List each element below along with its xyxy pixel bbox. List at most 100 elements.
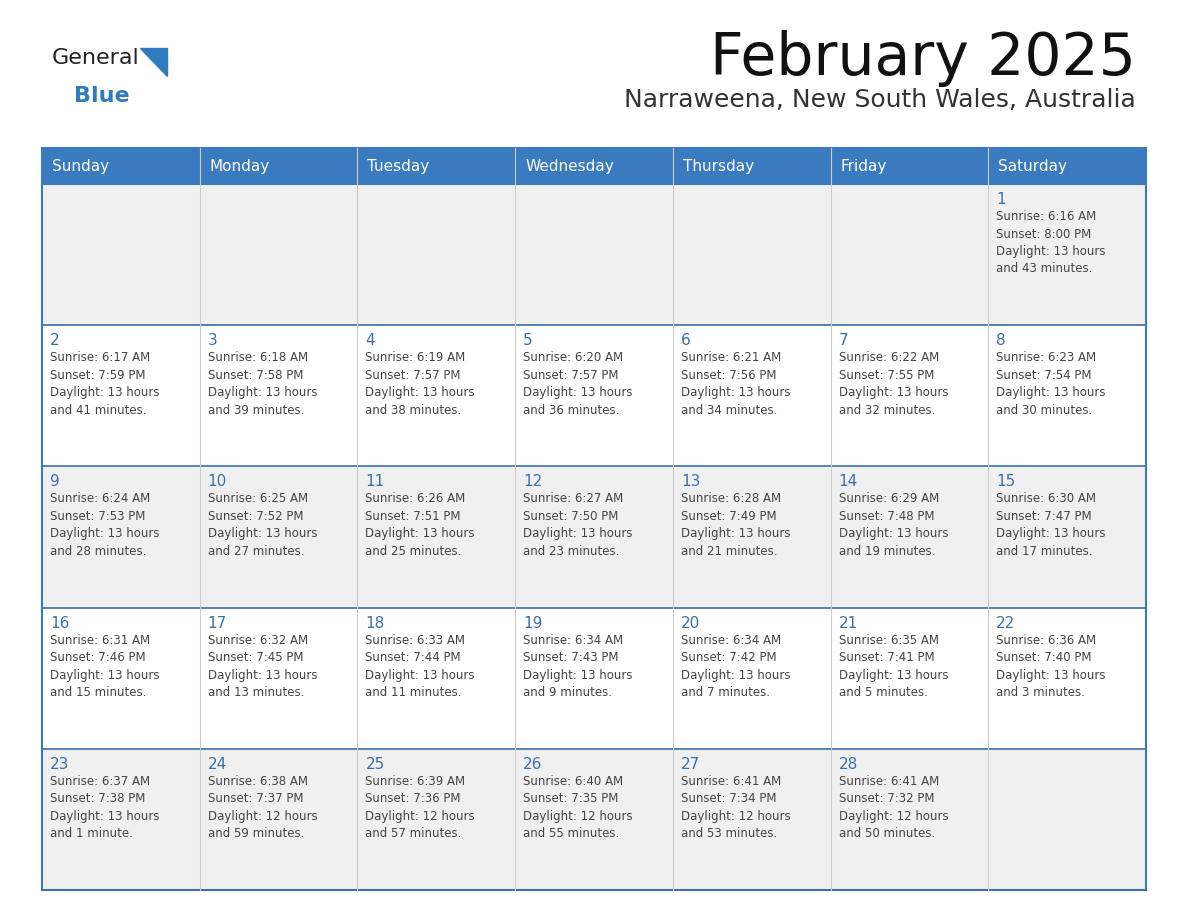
Bar — [358, 148, 516, 184]
Text: 11: 11 — [366, 475, 385, 489]
Text: Sunrise: 6:24 AM
Sunset: 7:53 PM
Daylight: 13 hours
and 28 minutes.: Sunrise: 6:24 AM Sunset: 7:53 PM Dayligh… — [50, 492, 159, 558]
Bar — [830, 749, 988, 890]
Text: 5: 5 — [523, 333, 532, 348]
Text: Sunrise: 6:32 AM
Sunset: 7:45 PM
Daylight: 13 hours
and 13 minutes.: Sunrise: 6:32 AM Sunset: 7:45 PM Dayligh… — [208, 633, 317, 700]
Text: 10: 10 — [208, 475, 227, 489]
Bar — [358, 466, 516, 608]
Text: Sunrise: 6:41 AM
Sunset: 7:32 PM
Daylight: 12 hours
and 50 minutes.: Sunrise: 6:41 AM Sunset: 7:32 PM Dayligh… — [839, 775, 948, 840]
Text: Sunrise: 6:40 AM
Sunset: 7:35 PM
Daylight: 12 hours
and 55 minutes.: Sunrise: 6:40 AM Sunset: 7:35 PM Dayligh… — [523, 775, 633, 840]
Bar — [672, 325, 830, 466]
Bar — [672, 749, 830, 890]
Text: Sunrise: 6:35 AM
Sunset: 7:41 PM
Daylight: 13 hours
and 5 minutes.: Sunrise: 6:35 AM Sunset: 7:41 PM Dayligh… — [839, 633, 948, 700]
Text: Sunrise: 6:27 AM
Sunset: 7:50 PM
Daylight: 13 hours
and 23 minutes.: Sunrise: 6:27 AM Sunset: 7:50 PM Dayligh… — [523, 492, 633, 558]
Text: Sunrise: 6:34 AM
Sunset: 7:42 PM
Daylight: 13 hours
and 7 minutes.: Sunrise: 6:34 AM Sunset: 7:42 PM Dayligh… — [681, 633, 790, 700]
Bar — [516, 148, 672, 184]
Text: 4: 4 — [366, 333, 375, 348]
Text: 19: 19 — [523, 616, 543, 631]
Bar — [516, 749, 672, 890]
Text: 16: 16 — [50, 616, 69, 631]
Text: Sunrise: 6:31 AM
Sunset: 7:46 PM
Daylight: 13 hours
and 15 minutes.: Sunrise: 6:31 AM Sunset: 7:46 PM Dayligh… — [50, 633, 159, 700]
Text: Sunrise: 6:19 AM
Sunset: 7:57 PM
Daylight: 13 hours
and 38 minutes.: Sunrise: 6:19 AM Sunset: 7:57 PM Dayligh… — [366, 352, 475, 417]
Bar — [988, 749, 1146, 890]
Text: Sunrise: 6:17 AM
Sunset: 7:59 PM
Daylight: 13 hours
and 41 minutes.: Sunrise: 6:17 AM Sunset: 7:59 PM Dayligh… — [50, 352, 159, 417]
Bar — [200, 466, 358, 608]
Text: 6: 6 — [681, 333, 690, 348]
Bar — [200, 184, 358, 325]
Text: Sunrise: 6:28 AM
Sunset: 7:49 PM
Daylight: 13 hours
and 21 minutes.: Sunrise: 6:28 AM Sunset: 7:49 PM Dayligh… — [681, 492, 790, 558]
Text: 20: 20 — [681, 616, 700, 631]
Bar — [358, 749, 516, 890]
Text: February 2025: February 2025 — [710, 30, 1136, 87]
Text: 25: 25 — [366, 756, 385, 772]
Bar — [830, 184, 988, 325]
Text: Sunrise: 6:18 AM
Sunset: 7:58 PM
Daylight: 13 hours
and 39 minutes.: Sunrise: 6:18 AM Sunset: 7:58 PM Dayligh… — [208, 352, 317, 417]
Text: 17: 17 — [208, 616, 227, 631]
Text: Sunrise: 6:29 AM
Sunset: 7:48 PM
Daylight: 13 hours
and 19 minutes.: Sunrise: 6:29 AM Sunset: 7:48 PM Dayligh… — [839, 492, 948, 558]
Text: Sunrise: 6:26 AM
Sunset: 7:51 PM
Daylight: 13 hours
and 25 minutes.: Sunrise: 6:26 AM Sunset: 7:51 PM Dayligh… — [366, 492, 475, 558]
Bar — [672, 608, 830, 749]
Bar — [988, 608, 1146, 749]
Bar — [830, 325, 988, 466]
Bar — [830, 466, 988, 608]
Bar — [830, 608, 988, 749]
Text: 13: 13 — [681, 475, 700, 489]
Text: Monday: Monday — [210, 159, 270, 174]
Text: Friday: Friday — [841, 159, 887, 174]
Text: General: General — [52, 48, 140, 68]
Text: Sunrise: 6:25 AM
Sunset: 7:52 PM
Daylight: 13 hours
and 27 minutes.: Sunrise: 6:25 AM Sunset: 7:52 PM Dayligh… — [208, 492, 317, 558]
Text: 24: 24 — [208, 756, 227, 772]
Text: Sunrise: 6:23 AM
Sunset: 7:54 PM
Daylight: 13 hours
and 30 minutes.: Sunrise: 6:23 AM Sunset: 7:54 PM Dayligh… — [997, 352, 1106, 417]
Text: Sunrise: 6:36 AM
Sunset: 7:40 PM
Daylight: 13 hours
and 3 minutes.: Sunrise: 6:36 AM Sunset: 7:40 PM Dayligh… — [997, 633, 1106, 700]
Bar — [42, 184, 200, 325]
Text: Sunday: Sunday — [52, 159, 109, 174]
Text: Tuesday: Tuesday — [367, 159, 430, 174]
Bar — [200, 749, 358, 890]
Bar — [672, 466, 830, 608]
Bar — [988, 184, 1146, 325]
Bar — [830, 148, 988, 184]
Bar — [988, 466, 1146, 608]
Text: Narraweena, New South Wales, Australia: Narraweena, New South Wales, Australia — [624, 88, 1136, 112]
Bar — [42, 148, 200, 184]
Text: 2: 2 — [50, 333, 59, 348]
Bar — [42, 325, 200, 466]
Bar — [516, 608, 672, 749]
Bar — [200, 608, 358, 749]
Bar — [200, 148, 358, 184]
Bar — [42, 148, 1146, 890]
Text: Sunrise: 6:16 AM
Sunset: 8:00 PM
Daylight: 13 hours
and 43 minutes.: Sunrise: 6:16 AM Sunset: 8:00 PM Dayligh… — [997, 210, 1106, 275]
Text: 14: 14 — [839, 475, 858, 489]
Text: Sunrise: 6:41 AM
Sunset: 7:34 PM
Daylight: 12 hours
and 53 minutes.: Sunrise: 6:41 AM Sunset: 7:34 PM Dayligh… — [681, 775, 790, 840]
Text: Sunrise: 6:37 AM
Sunset: 7:38 PM
Daylight: 13 hours
and 1 minute.: Sunrise: 6:37 AM Sunset: 7:38 PM Dayligh… — [50, 775, 159, 840]
Bar — [988, 325, 1146, 466]
Text: 12: 12 — [523, 475, 543, 489]
Text: Sunrise: 6:20 AM
Sunset: 7:57 PM
Daylight: 13 hours
and 36 minutes.: Sunrise: 6:20 AM Sunset: 7:57 PM Dayligh… — [523, 352, 633, 417]
Bar — [672, 184, 830, 325]
Text: 9: 9 — [50, 475, 59, 489]
Text: 7: 7 — [839, 333, 848, 348]
Text: 22: 22 — [997, 616, 1016, 631]
Text: 23: 23 — [50, 756, 69, 772]
Text: Sunrise: 6:22 AM
Sunset: 7:55 PM
Daylight: 13 hours
and 32 minutes.: Sunrise: 6:22 AM Sunset: 7:55 PM Dayligh… — [839, 352, 948, 417]
Bar — [516, 184, 672, 325]
Text: Thursday: Thursday — [683, 159, 754, 174]
Bar — [42, 608, 200, 749]
Text: 15: 15 — [997, 475, 1016, 489]
Bar — [672, 148, 830, 184]
Text: Sunrise: 6:21 AM
Sunset: 7:56 PM
Daylight: 13 hours
and 34 minutes.: Sunrise: 6:21 AM Sunset: 7:56 PM Dayligh… — [681, 352, 790, 417]
Bar — [358, 608, 516, 749]
Text: 28: 28 — [839, 756, 858, 772]
Text: 3: 3 — [208, 333, 217, 348]
Bar — [200, 325, 358, 466]
Text: 8: 8 — [997, 333, 1006, 348]
Text: 27: 27 — [681, 756, 700, 772]
Text: Blue: Blue — [74, 86, 129, 106]
Bar — [42, 749, 200, 890]
Bar — [516, 466, 672, 608]
Bar — [358, 325, 516, 466]
Text: Sunrise: 6:38 AM
Sunset: 7:37 PM
Daylight: 12 hours
and 59 minutes.: Sunrise: 6:38 AM Sunset: 7:37 PM Dayligh… — [208, 775, 317, 840]
Bar — [42, 466, 200, 608]
Text: 18: 18 — [366, 616, 385, 631]
Text: 26: 26 — [523, 756, 543, 772]
Text: 1: 1 — [997, 192, 1006, 207]
